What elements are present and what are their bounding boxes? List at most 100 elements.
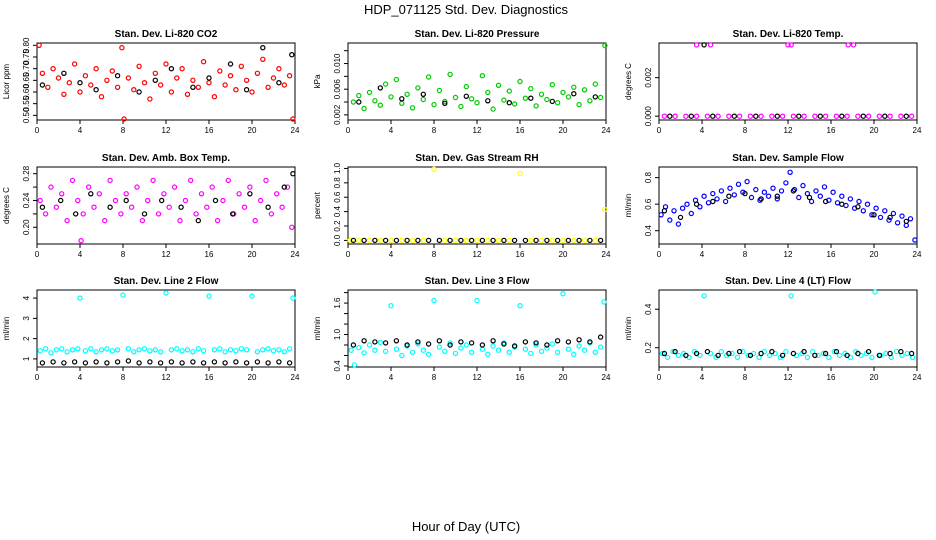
data-point [810,348,816,355]
data-point [399,100,405,107]
x-tick-label: 24 [291,250,300,259]
x-tick-label: 20 [870,250,879,259]
data-point [157,349,164,355]
data-point [844,352,850,359]
panel-title: Stan. Dev. Sample Flow [732,153,844,164]
data-point [658,212,664,218]
data-point [190,84,196,91]
data-point [93,65,99,72]
data-point [659,350,665,357]
data-point [731,113,738,119]
y-tick-label: 0.80 [22,37,31,53]
data-point [735,181,742,187]
x-tick-label: 0 [346,126,351,135]
data-point [136,63,142,70]
data-point [75,197,81,204]
data-point [468,349,475,355]
y-tick-label: 0.2 [333,220,342,232]
y-tick-label: 0.65 [22,72,31,88]
data-point [276,359,282,365]
x-tick-label: 0 [657,250,662,259]
data-point [800,182,806,189]
series-1 [659,289,916,361]
x-tick-label: 16 [516,373,525,382]
data-point [554,338,561,344]
x-tick-label: 20 [559,250,568,259]
data-point [198,191,205,197]
data-point [688,210,695,217]
data-point [847,196,854,202]
x-tick-label: 20 [559,126,568,135]
chart-panel-2: Stan. Dev. Li-820 Pressure kPa 0 4 8 12 16 20 24… [313,29,611,135]
data-point [64,349,70,355]
data-point [274,191,280,197]
data-point [778,188,785,194]
x-tick-label: 8 [432,373,437,382]
data-point [372,237,378,244]
data-point [436,344,443,350]
data-point [200,59,207,65]
data-point [442,237,448,244]
x-tick-label: 24 [291,126,300,135]
data-point [495,347,502,353]
data-point [783,180,789,186]
data-point [796,194,802,201]
x-tick-label: 4 [78,126,83,135]
panel-title: Stan. Dev. Line 2 Flow [114,276,219,287]
y-tick-label: 0.28 [22,165,31,181]
data-point [61,360,67,366]
data-point [179,348,185,354]
data-point [77,295,83,301]
x-tick-label: 4 [700,126,705,135]
data-point [452,237,459,244]
data-point [576,337,582,343]
data-point [377,237,383,244]
data-point [479,342,486,348]
x-tick-label: 0 [657,126,662,135]
data-point [729,350,735,357]
data-point [415,341,421,347]
data-point [571,351,577,358]
figure-x-axis-label: Hour of Day (UTC) [412,519,520,534]
data-point [718,348,725,355]
data-point [490,237,496,244]
data-point [485,237,491,244]
chart-panel-5: Stan. Dev. Gas Stream RH percent 0 4 8 12 16 20… [313,153,611,259]
data-point [887,350,893,357]
y-tick-label: 0.24 [22,192,31,208]
data-point [886,217,892,223]
data-point [887,113,893,119]
y-axis-label: percent [313,191,322,218]
data-point [899,213,905,219]
data-point [290,170,296,177]
data-point [254,359,261,365]
data-point [48,184,54,190]
data-point [834,200,841,206]
data-point [136,360,142,366]
panel-title: Stan. Dev. Line 3 Flow [425,276,530,287]
y-axis-label: ml/min [624,317,633,341]
data-point [904,350,911,357]
x-tick-label: 0 [346,373,351,382]
data-point [820,350,827,357]
y-tick-label: 4 [22,295,31,300]
data-point [731,192,738,198]
data-point [447,71,453,78]
data-point [260,56,266,63]
data-point [93,86,99,93]
data-point [75,346,81,352]
data-point [382,81,389,87]
panel-title: Stan. Dev. Li-820 CO2 [115,29,218,40]
data-point [190,349,196,355]
data-point [571,84,577,91]
y-tick-label: 0.000 [644,106,653,127]
data-point [877,214,884,221]
data-point [506,349,512,355]
x-tick-label: 12 [784,126,793,135]
series-1 [658,169,918,243]
data-point [447,342,453,348]
x-tick-label: 16 [827,373,836,382]
data-point [217,346,223,352]
data-point [263,177,269,184]
data-point [667,217,673,223]
